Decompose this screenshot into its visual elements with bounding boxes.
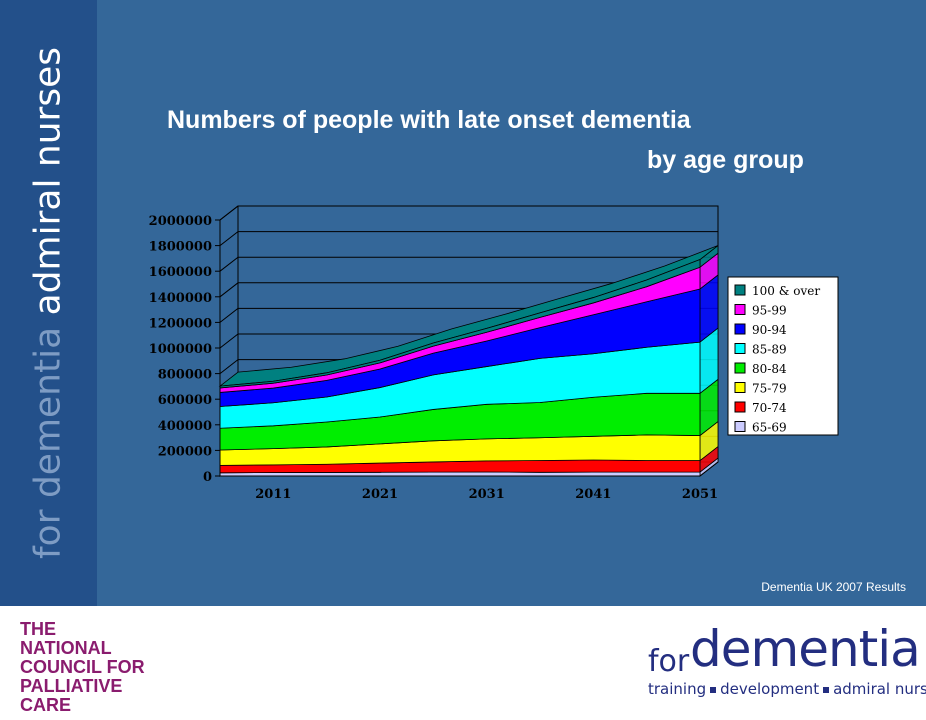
y-tick-label: 1200000 xyxy=(149,316,212,331)
x-tick-label: 2031 xyxy=(469,487,505,502)
area-series-100 & over xyxy=(219,258,701,389)
logo-tag-development: development xyxy=(720,680,820,698)
y-tick-label: 400000 xyxy=(158,419,212,434)
legend-swatch xyxy=(734,343,746,354)
y-tick-label: 1600000 xyxy=(149,265,212,280)
y-gridline xyxy=(219,231,718,246)
y-tick-label: 1400000 xyxy=(149,291,212,306)
legend-swatch xyxy=(734,382,746,393)
legend-swatch xyxy=(734,421,746,432)
legend-swatch xyxy=(734,304,746,315)
logo-tag-admiral: admiral nurses xyxy=(833,680,926,698)
ncpc-logo: THE NATIONAL COUNCIL FOR PALLIATIVE CARE xyxy=(20,620,160,715)
y-gridline xyxy=(219,205,718,221)
legend-swatch xyxy=(734,401,746,413)
x-tick-label: 2041 xyxy=(575,487,611,502)
for-dementia-logo: for dementia training development admiral … xyxy=(648,620,926,716)
legend-label: 65-69 xyxy=(752,421,787,435)
legend-label: 100 & over xyxy=(752,284,820,298)
sidebar-panel: for dementia admiral nurses xyxy=(0,0,97,606)
x-tick-label: 2011 xyxy=(255,487,291,502)
legend-label: 70-74 xyxy=(752,401,787,415)
y-tick-label: 2000000 xyxy=(149,214,212,229)
ncpc-line: NATIONAL xyxy=(20,638,112,658)
area-chart: 0 200000 400000 600000 800000 1000000 1200000 1… xyxy=(149,205,839,502)
slide-title-line1: Numbers of people with late onset dement… xyxy=(167,106,691,134)
y-tick-label: 1800000 xyxy=(149,240,212,255)
logo-for: for xyxy=(648,644,690,679)
logo-dementia: dementia xyxy=(690,620,921,678)
slide-title-line2: by age group xyxy=(647,146,804,174)
y-tick-label: 200000 xyxy=(158,444,212,459)
y-gridline xyxy=(219,256,718,272)
square-bullet-icon xyxy=(823,686,830,693)
legend-label: 85-89 xyxy=(752,343,787,357)
ncpc-line: CARE xyxy=(20,695,72,715)
legend-swatch xyxy=(734,362,746,374)
y-tick-label: 800000 xyxy=(158,368,212,383)
legend-swatch xyxy=(734,323,746,335)
logo-tag-training: training xyxy=(648,680,707,698)
x-tick-label: 2051 xyxy=(682,487,718,502)
square-bullet-icon xyxy=(710,686,717,693)
y-tick-label: 0 xyxy=(203,470,212,485)
legend-label: 75-79 xyxy=(752,382,787,396)
legend-label: 90-94 xyxy=(752,323,787,337)
x-axis-depth xyxy=(699,461,719,477)
legend-label: 80-84 xyxy=(752,362,787,376)
y-tick-label: 600000 xyxy=(158,393,212,408)
ncpc-line: COUNCIL FOR xyxy=(20,657,145,677)
source-note: Dementia UK 2007 Results xyxy=(761,580,906,594)
logo-tagline: training development admiral nurses xyxy=(648,680,926,698)
footer: THE NATIONAL COUNCIL FOR PALLIATIVE CARE… xyxy=(0,606,926,720)
y-gridline xyxy=(219,282,718,298)
ncpc-line: PALLIATIVE xyxy=(20,676,123,696)
legend-swatch xyxy=(734,284,746,296)
ncpc-line: THE xyxy=(20,619,56,639)
chart-legend xyxy=(727,276,839,436)
legend-label: 95-99 xyxy=(752,304,787,318)
y-tick-label: 1000000 xyxy=(149,342,212,357)
x-tick-label: 2021 xyxy=(362,487,398,502)
